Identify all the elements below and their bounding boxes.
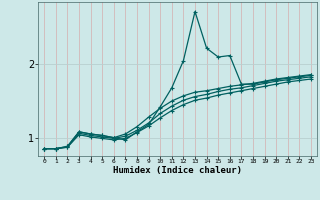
X-axis label: Humidex (Indice chaleur): Humidex (Indice chaleur) [113, 166, 242, 175]
